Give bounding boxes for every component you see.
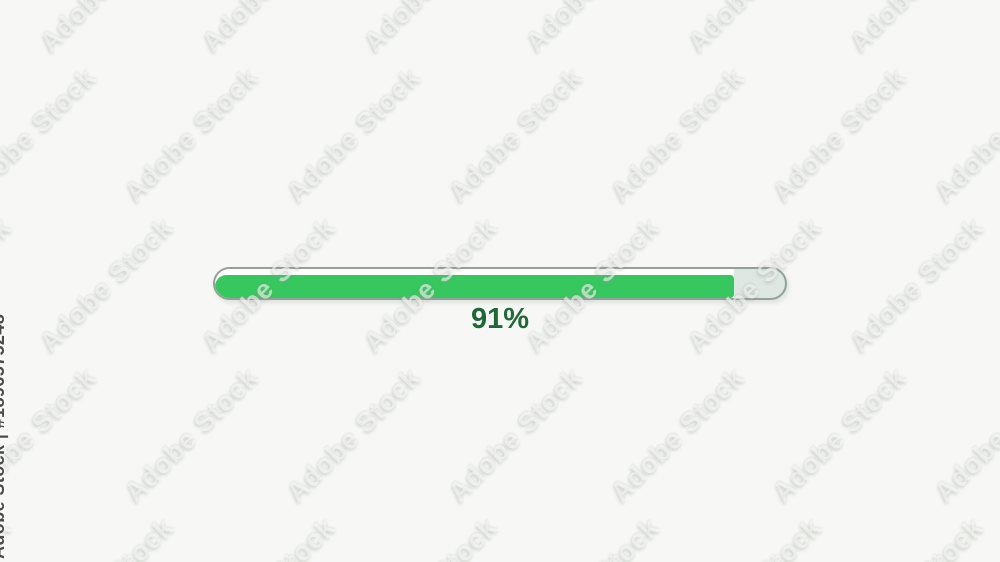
adobe-stock-watermark: Adobe Stock [442, 361, 589, 508]
adobe-stock-watermark: Adobe Stock [33, 211, 180, 358]
adobe-stock-watermark: Adobe Stock [118, 361, 265, 508]
adobe-stock-watermark: Adobe Stock [682, 0, 828, 58]
progress-bar-filled-region [215, 269, 734, 298]
adobe-stock-watermark: Adobe Stock [766, 61, 913, 208]
adobe-stock-watermark: Adobe Stock [928, 361, 1000, 508]
adobe-stock-watermark: Adobe Stock [520, 0, 666, 58]
adobe-stock-watermark: Adobe Stock [34, 512, 180, 562]
adobe-stock-watermark: Adobe Stock [844, 512, 990, 562]
adobe-stock-watermark: Adobe Stock [604, 361, 751, 508]
progress-percent-label: 91% [470, 303, 530, 335]
adobe-stock-id-watermark: Adobe Stock | #1896575248 [0, 313, 8, 559]
adobe-stock-watermark: Adobe Stock [844, 0, 990, 58]
adobe-stock-watermark: Adobe Stock [280, 361, 427, 508]
adobe-stock-watermark: Adobe Stock [604, 61, 751, 208]
adobe-stock-watermark: Adobe Stock [196, 0, 342, 58]
adobe-stock-watermark: Adobe Stock [843, 211, 990, 358]
progress-bar-fill [215, 275, 734, 298]
progress-bar-track [213, 267, 787, 300]
adobe-stock-watermark: Adobe Stock [442, 61, 589, 208]
adobe-stock-watermark: Adobe Stock [928, 61, 1000, 208]
adobe-stock-watermark: Adobe Stock [682, 512, 828, 562]
adobe-stock-watermark: Adobe Stock [520, 512, 666, 562]
adobe-stock-watermark: Adobe Stock [0, 361, 103, 508]
adobe-stock-watermark: Adobe Stock [196, 512, 342, 562]
adobe-stock-watermark: Adobe Stock [34, 0, 180, 58]
adobe-stock-watermark: Adobe Stock [280, 61, 427, 208]
adobe-stock-watermark: Adobe Stock [358, 512, 504, 562]
adobe-stock-watermark: Adobe Stock [358, 0, 504, 58]
adobe-stock-watermark: Adobe Stock [0, 61, 103, 208]
adobe-stock-watermark: Adobe Stock [118, 61, 265, 208]
adobe-stock-watermark: Adobe Stock [766, 361, 913, 508]
adobe-stock-watermark: Adobe Stock [0, 0, 18, 58]
